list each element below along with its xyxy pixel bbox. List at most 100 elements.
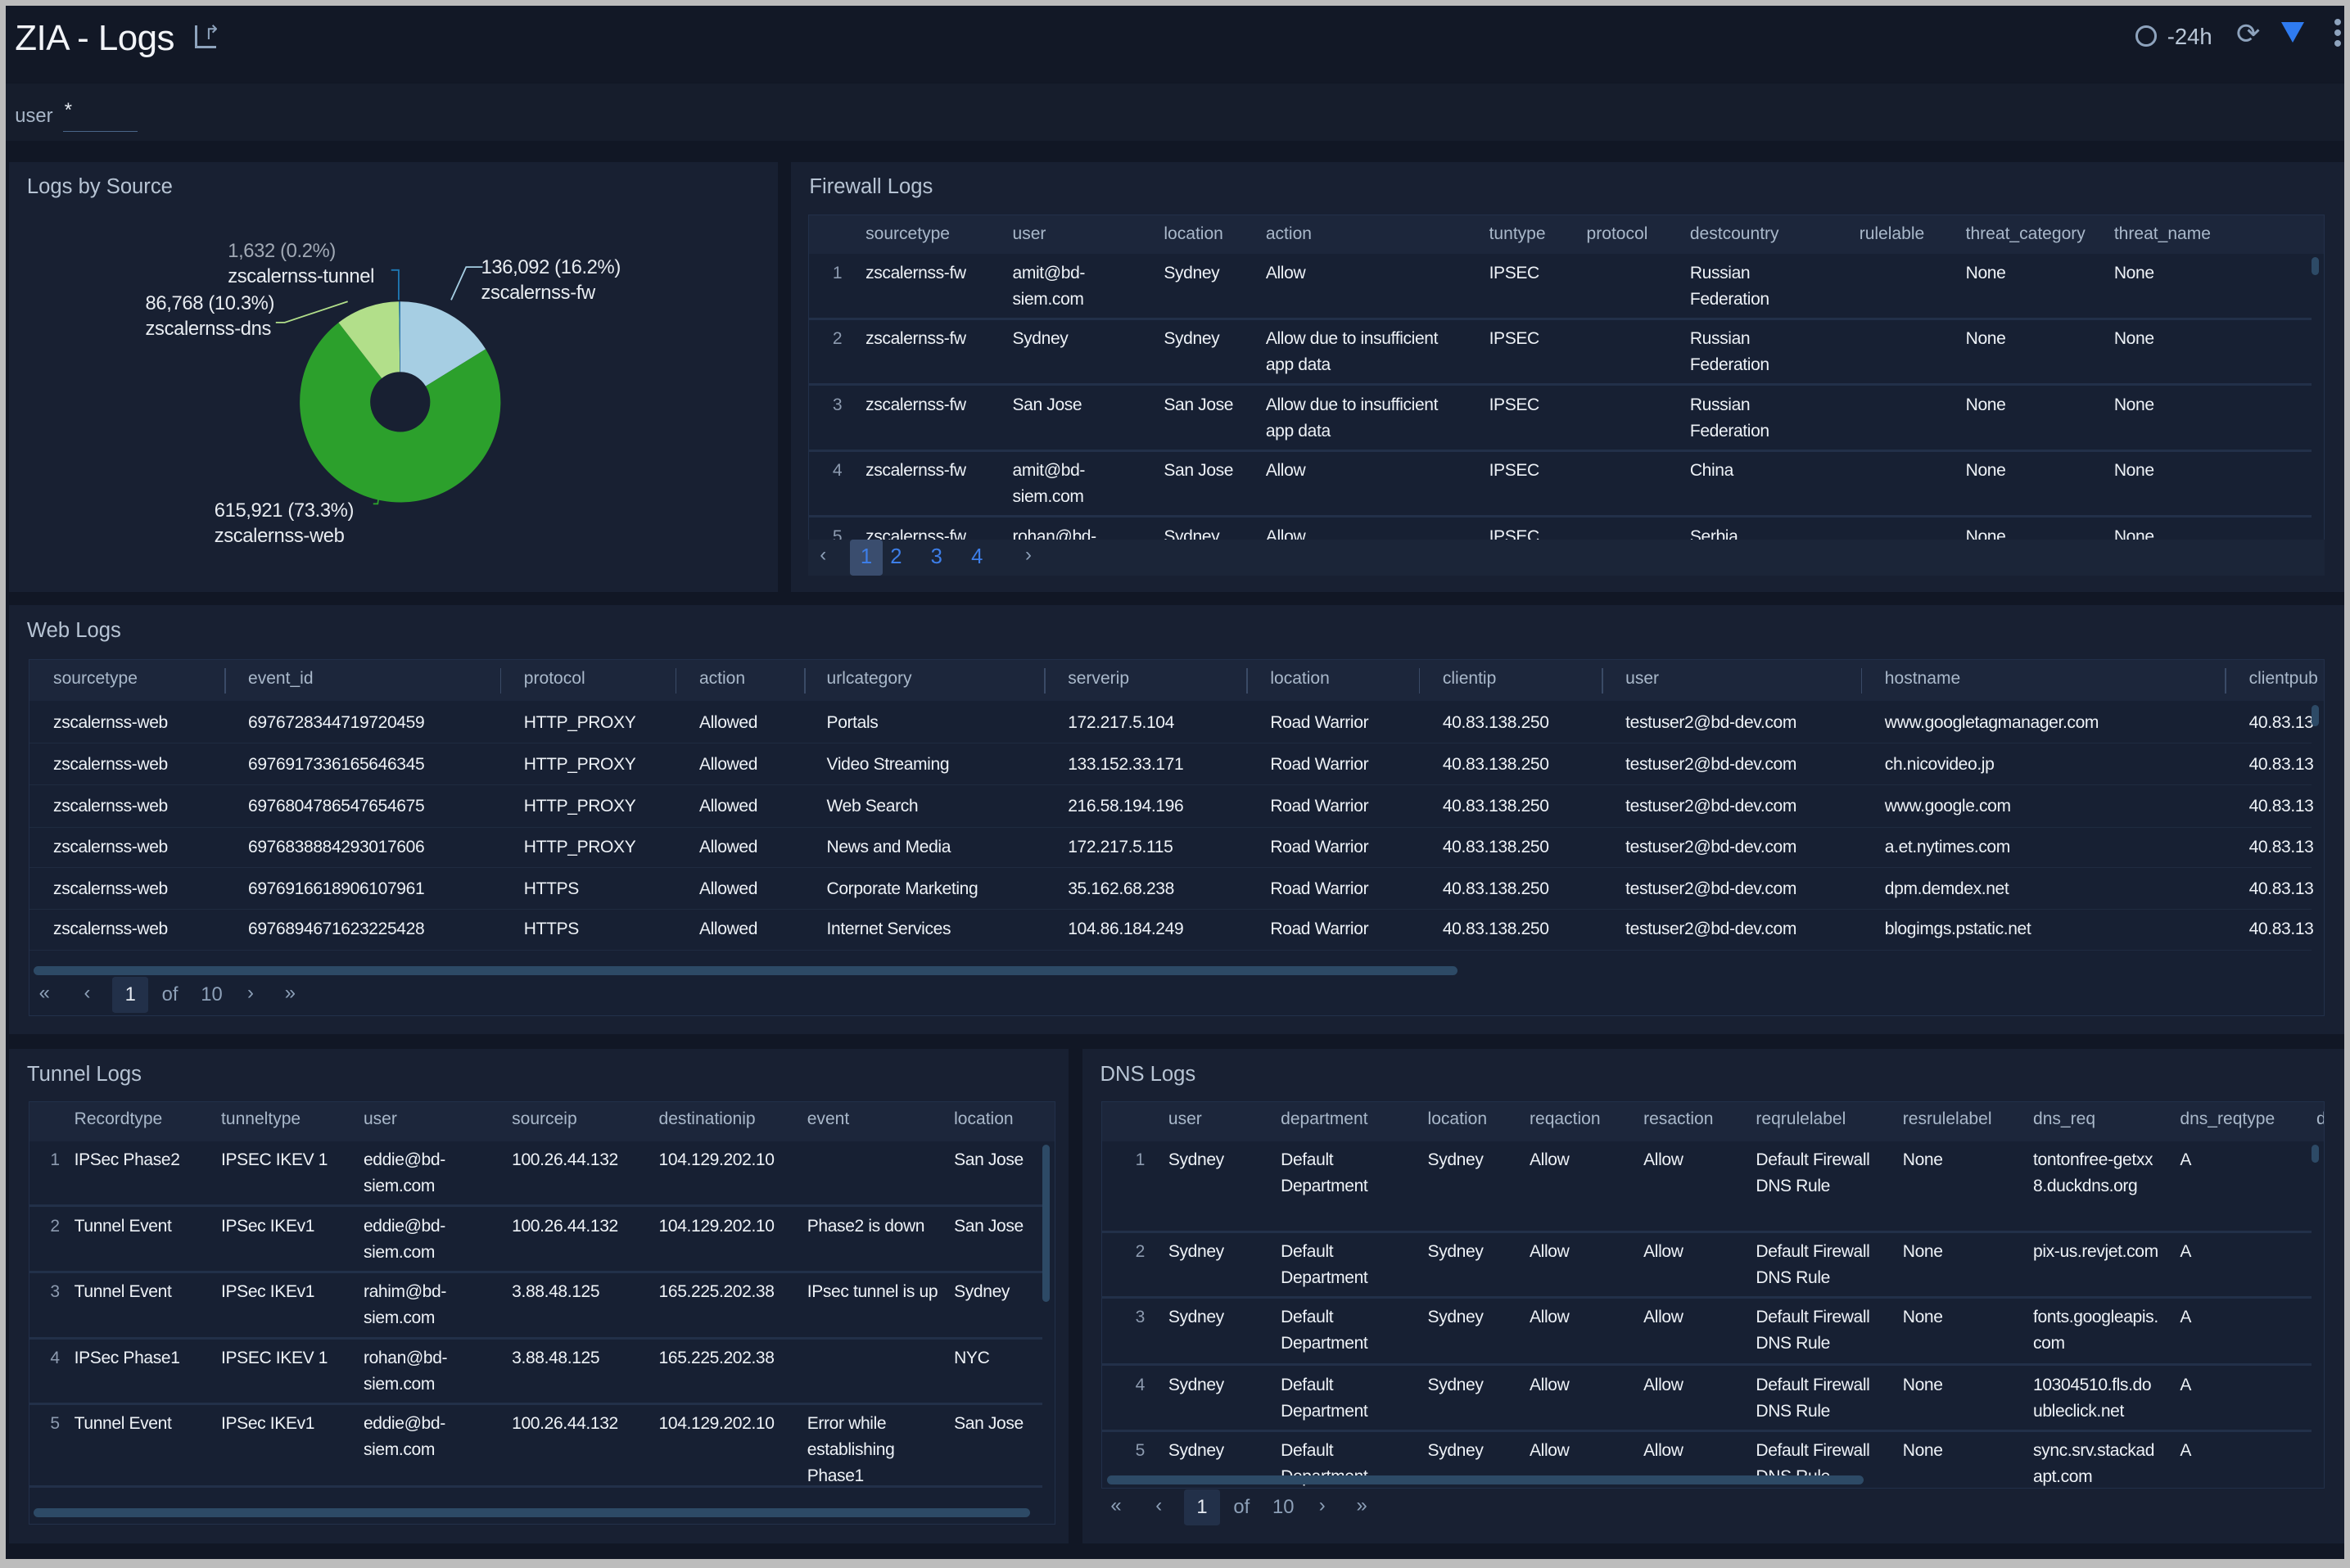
table-row[interactable]: 5 Tunnel Event IPSec IKEv1 eddie@bd-siem.co… — [29, 1405, 1042, 1488]
column-header-location[interactable]: location — [1270, 669, 1330, 689]
column-divider[interactable] — [1601, 667, 1603, 694]
column-header-clientpub[interactable]: clientpub — [2248, 669, 2318, 689]
column-header-urlcategory[interactable]: urlcategory — [826, 669, 912, 689]
next-page-button[interactable]: › — [247, 981, 254, 1004]
prev-page-button[interactable]: ‹ — [1155, 1493, 1163, 1516]
time-range[interactable]: -24h — [2167, 24, 2212, 50]
column-header-Recordtype[interactable]: Recordtype — [74, 1109, 163, 1129]
table-row[interactable]: 5 zscalernss-fw rohan@bd-siem.com Sydney All… — [809, 517, 2312, 540]
table-row[interactable]: zscalernss-web 6976917336165646345 HTTP_PR… — [29, 744, 2314, 786]
column-header-location[interactable]: location — [1427, 1109, 1488, 1129]
table-row[interactable]: zscalernss-web 6976728344719720459 HTTP_PR… — [29, 703, 2314, 744]
page-1-button[interactable]: 1 — [849, 539, 884, 576]
current-page-input[interactable]: 1 — [1184, 1489, 1220, 1526]
user-filter-input[interactable]: * — [62, 99, 138, 133]
column-header-clientip[interactable]: clientip — [1442, 669, 1497, 689]
column-header-rulelable[interactable]: rulelable — [1859, 224, 1925, 243]
column-header-event[interactable]: event — [807, 1109, 850, 1129]
more-vertical-icon[interactable]: • • • — [2333, 8, 2343, 57]
table-row[interactable]: 2 Sydney Default Department Sydney Allow Allo… — [1102, 1233, 2312, 1299]
horizontal-scrollbar[interactable] — [1106, 1475, 1864, 1485]
column-divider[interactable] — [1418, 667, 1421, 694]
table-row[interactable]: 4 IPSec Phase1 IPSEC IKEV 1 rohan@bd-siem.c… — [29, 1340, 1042, 1406]
column-header-reqaction[interactable]: reqaction — [1530, 1109, 1601, 1129]
column-header-action[interactable]: action — [1265, 224, 1312, 243]
table-row[interactable]: 3 Tunnel Event IPSec IKEv1 rahim@bd-siem.co… — [29, 1273, 1042, 1340]
vertical-scrollbar[interactable] — [2312, 1144, 2320, 1163]
column-header-threat_name[interactable]: threat_name — [2113, 224, 2211, 243]
table-row[interactable]: 3 Sydney Default Department Sydney Allow Allo… — [1102, 1299, 2312, 1367]
page-3-button[interactable]: 3 — [930, 545, 942, 569]
table-row[interactable]: 3 zscalernss-fw San Jose San Jose Allow due … — [808, 386, 2312, 452]
column-divider[interactable] — [224, 667, 226, 694]
column-header-resaction[interactable]: resaction — [1643, 1109, 1714, 1129]
column-header-sourcetype[interactable]: sourcetype — [53, 669, 138, 689]
column-divider[interactable] — [1860, 667, 1863, 694]
column-header-tunneltype[interactable]: tunneltype — [221, 1109, 301, 1129]
column-header-dns_reqtype[interactable]: dns_reqtype — [2180, 1109, 2275, 1129]
table-row[interactable]: zscalernss-web 6976894671623225428 HTTPS Al… — [29, 909, 2314, 951]
current-page-input[interactable]: 1 — [112, 977, 149, 1014]
column-header-d[interactable]: d — [2316, 1109, 2324, 1129]
page-4-button[interactable]: 4 — [971, 545, 983, 569]
pie-slice-zscalernss-dns[interactable] — [338, 300, 400, 378]
column-header-hostname[interactable]: hostname — [1884, 669, 1961, 689]
share-icon[interactable] — [194, 25, 216, 48]
prev-page-button[interactable]: ‹ — [820, 544, 827, 567]
column-header-location[interactable]: location — [954, 1109, 1014, 1129]
refresh-icon[interactable]: ⟳ — [2235, 18, 2261, 50]
vertical-scrollbar[interactable] — [1042, 1144, 1051, 1302]
column-header-user[interactable]: user — [363, 1109, 397, 1129]
table-row[interactable]: 2 zscalernss-fw Sydney Sydney Allow due to i… — [808, 320, 2312, 386]
vertical-scrollbar[interactable] — [2312, 705, 2320, 726]
table-row[interactable]: 4 zscalernss-fw amit@bd-siem.com San Jose Al… — [808, 452, 2312, 518]
column-header-department[interactable]: department — [1281, 1109, 1368, 1129]
column-header-sourcetype[interactable]: sourcetype — [865, 224, 951, 243]
column-header-dns_req[interactable]: dns_req — [2033, 1109, 2096, 1129]
column-divider[interactable] — [675, 667, 677, 694]
column-header-protocol[interactable]: protocol — [1586, 224, 1648, 243]
column-header-destcountry[interactable]: destcountry — [1689, 224, 1779, 243]
clock-icon[interactable] — [2135, 25, 2157, 47]
page-2-button[interactable]: 2 — [890, 545, 902, 569]
filter-icon[interactable] — [2280, 22, 2304, 43]
column-divider[interactable] — [804, 667, 806, 694]
table-row[interactable]: 1 Sydney Default Department Sydney Allow Allo… — [1102, 1141, 2312, 1233]
column-divider[interactable] — [2225, 667, 2227, 694]
column-divider[interactable] — [1043, 667, 1046, 694]
prev-page-button[interactable]: ‹ — [84, 981, 91, 1004]
table-row[interactable]: 4 Sydney Default Department Sydney Allow Allo… — [1102, 1366, 2312, 1433]
column-header-location[interactable]: location — [1164, 224, 1223, 243]
last-page-button[interactable]: » — [284, 981, 296, 1004]
horizontal-scrollbar[interactable] — [34, 965, 1458, 975]
column-header-tuntype[interactable]: tuntype — [1489, 224, 1546, 243]
vertical-scrollbar[interactable] — [2312, 256, 2320, 275]
first-page-button[interactable]: « — [38, 981, 50, 1004]
pie-slice-zscalernss-web[interactable] — [300, 322, 501, 503]
column-header-user[interactable]: user — [1168, 1109, 1202, 1129]
table-row[interactable]: zscalernss-web 6976838884293017606 HTTP_PR… — [29, 827, 2314, 869]
column-header-threat_category[interactable]: threat_category — [1965, 224, 2086, 243]
column-divider[interactable] — [1246, 667, 1248, 694]
table-row[interactable]: 1 zscalernss-fw amit@bd-siem.com Sydney Allo… — [808, 254, 2312, 320]
table-row[interactable]: 1 IPSec Phase2 IPSEC IKEV 1 eddie@bd-siem.c… — [29, 1141, 1042, 1208]
column-header-user[interactable]: user — [1012, 224, 1046, 243]
column-header-resrulelabel[interactable]: resrulelabel — [1902, 1109, 1992, 1129]
column-header-protocol[interactable]: protocol — [523, 669, 585, 689]
column-header-serverip[interactable]: serverip — [1068, 669, 1130, 689]
table-row[interactable]: zscalernss-web 6976804786547654675 HTTP_PR… — [29, 786, 2314, 828]
column-header-sourceip[interactable]: sourceip — [512, 1109, 577, 1129]
column-header-event_id[interactable]: event_id — [248, 669, 314, 689]
pie-slice-zscalernss-tunnel[interactable] — [399, 300, 400, 372]
column-header-destinationip[interactable]: destinationip — [658, 1109, 756, 1129]
last-page-button[interactable]: » — [1356, 1493, 1367, 1516]
column-divider[interactable] — [499, 667, 502, 694]
pie-slice-zscalernss-fw[interactable] — [400, 300, 486, 386]
next-page-button[interactable]: › — [1318, 1493, 1326, 1516]
horizontal-scrollbar[interactable] — [34, 1508, 1031, 1518]
column-header-user[interactable]: user — [1625, 669, 1660, 689]
column-header-reqrulelabel[interactable]: reqrulelabel — [1756, 1109, 1846, 1129]
first-page-button[interactable]: « — [1110, 1493, 1122, 1516]
next-page-button[interactable]: › — [1024, 544, 1032, 567]
